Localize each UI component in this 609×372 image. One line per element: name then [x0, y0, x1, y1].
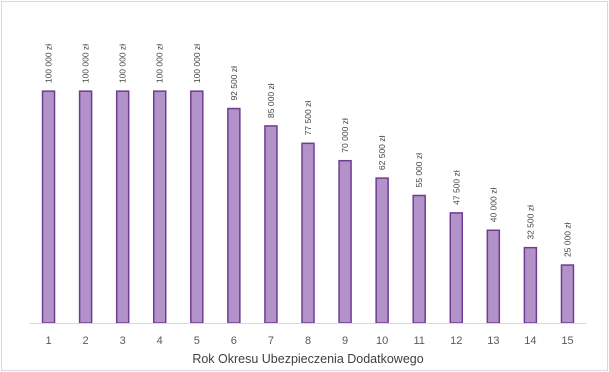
data-label: 100 000 zł	[81, 44, 91, 83]
bar-9	[338, 159, 352, 324]
data-label: 100 000 zł	[44, 44, 54, 83]
x-tick-label: 13	[487, 335, 499, 347]
x-tick-label: 15	[561, 335, 573, 347]
bar-10	[375, 177, 389, 324]
x-tick-label: 12	[450, 335, 462, 347]
bar-12	[449, 212, 464, 324]
x-axis-title: Rok Okresu Ubezpieczenia Dodatkowego	[192, 352, 423, 366]
x-tick-label: 14	[524, 335, 536, 347]
data-label: 92 500 zł	[229, 66, 239, 101]
data-label: 77 500 zł	[303, 101, 313, 136]
bar-6	[227, 107, 241, 324]
bar-4	[152, 90, 167, 324]
bar-5	[190, 90, 204, 324]
bar-3	[115, 90, 130, 324]
x-tick-label: 4	[157, 335, 163, 347]
x-tick-label: 11	[413, 335, 424, 347]
data-label: 100 000 zł	[192, 44, 202, 83]
x-tick-label: 8	[305, 335, 311, 347]
bar-2	[78, 90, 93, 324]
data-labels-group: 100 000 zł 100 000 zł 100 000 zł 100 000 zł…	[44, 44, 573, 257]
data-label: 40 000 zł	[488, 188, 498, 223]
data-label: 47 500 zł	[451, 170, 461, 205]
data-label: 85 000 zł	[266, 83, 276, 118]
x-tick-label: 5	[194, 335, 200, 347]
bars-group	[41, 90, 575, 324]
data-label: 55 000 zł	[414, 153, 424, 188]
bar-1	[41, 90, 56, 324]
tick-labels-group: 1 2 3 4 5 6 7 8 9 10 11 12 13 14 15	[45, 335, 573, 347]
x-tick-label: 3	[120, 335, 126, 347]
x-tick-label: 10	[376, 335, 388, 347]
data-label: 100 000 zł	[155, 44, 165, 83]
data-label: 62 500 zł	[377, 135, 387, 170]
data-label: 25 000 zł	[562, 222, 572, 257]
x-tick-label: 6	[231, 335, 237, 347]
bar-14	[523, 246, 538, 324]
bar-15	[560, 264, 575, 324]
x-tick-label: 9	[342, 335, 348, 347]
x-tick-label: 2	[83, 335, 89, 347]
x-tick-label: 1	[45, 335, 51, 347]
bar-11	[412, 194, 426, 324]
data-label: 70 000 zł	[340, 118, 350, 153]
data-label: 100 000 zł	[118, 44, 128, 83]
bar-13	[486, 229, 501, 324]
bar-8	[301, 142, 315, 324]
bar-7	[264, 125, 278, 324]
data-label: 32 500 zł	[525, 205, 535, 240]
x-tick-label: 7	[268, 335, 274, 347]
